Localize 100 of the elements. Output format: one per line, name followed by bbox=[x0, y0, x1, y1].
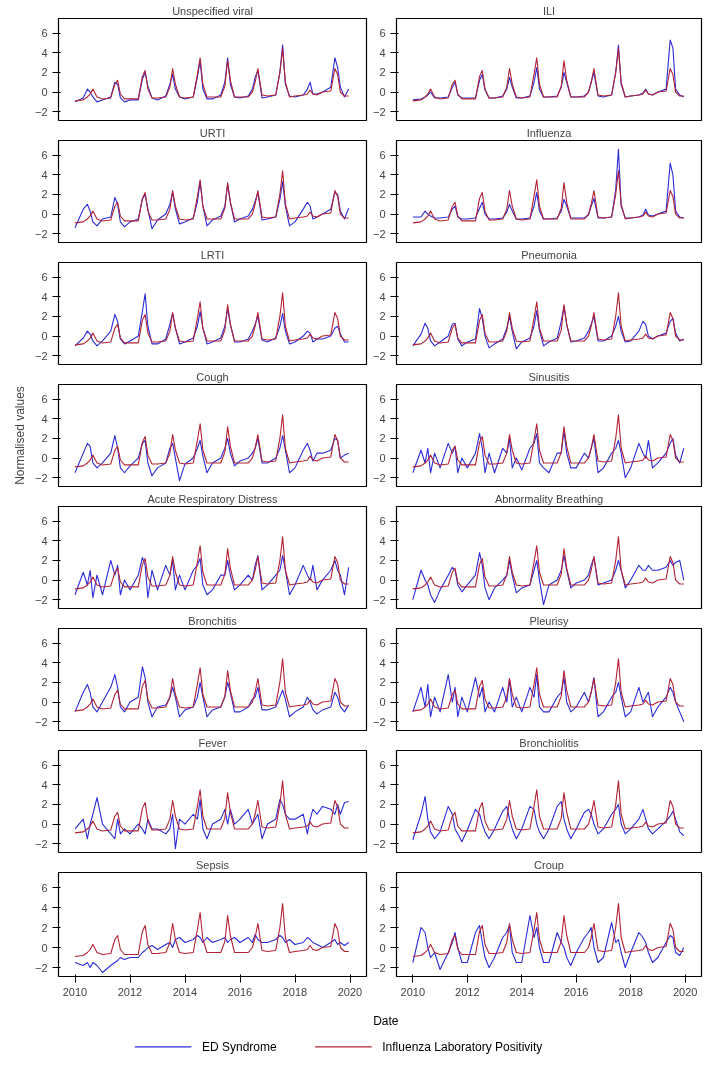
y-tick-label: 2 bbox=[379, 66, 386, 79]
line-series bbox=[74, 414, 350, 468]
y-tick-label: −2 bbox=[372, 715, 386, 728]
y-tick-label: 4 bbox=[379, 46, 386, 59]
chart-title: Bronchiolitis bbox=[519, 736, 580, 749]
y-tick-label: 6 bbox=[41, 393, 48, 406]
y-tick-label: 0 bbox=[41, 574, 48, 587]
line-series bbox=[412, 306, 685, 350]
chart-title: Pleurisy bbox=[529, 614, 570, 627]
y-axis-title: Normalised values bbox=[12, 386, 27, 485]
y-tick-label: 4 bbox=[379, 901, 386, 914]
y-tick-label: 4 bbox=[41, 656, 48, 669]
y-tick-label: 4 bbox=[41, 901, 48, 914]
y-tick-label: 6 bbox=[379, 637, 386, 650]
y-tick-label: 6 bbox=[41, 149, 48, 162]
y-tick-label: 6 bbox=[379, 27, 386, 40]
y-tick-label: 0 bbox=[379, 574, 386, 587]
line-series bbox=[412, 902, 685, 958]
y-tick-label: −2 bbox=[34, 105, 48, 118]
y-tick-label: 2 bbox=[379, 432, 386, 445]
y-tick-label: 6 bbox=[41, 27, 48, 40]
y-tick-label: −2 bbox=[372, 105, 386, 118]
y-tick-label: 0 bbox=[379, 941, 386, 954]
y-tick-label: 6 bbox=[41, 271, 48, 284]
y-tick-label: 2 bbox=[41, 921, 48, 934]
x-tick-label: 2012 bbox=[117, 985, 143, 998]
y-tick-label: 2 bbox=[41, 798, 48, 811]
chart-title: Sinusitis bbox=[528, 370, 570, 383]
chart-title: Abnormality Breathing bbox=[494, 492, 604, 505]
y-tick-label: 0 bbox=[379, 818, 386, 831]
y-tick-label: 4 bbox=[379, 534, 386, 547]
y-tick-label: 2 bbox=[41, 676, 48, 689]
y-tick-label: −2 bbox=[372, 593, 386, 606]
y-tick-label: 0 bbox=[41, 208, 48, 221]
legend-label: ED Syndrome bbox=[201, 1039, 278, 1054]
x-tick-label: 2016 bbox=[227, 985, 253, 998]
x-tick-label: 2020 bbox=[337, 985, 363, 998]
y-tick-label: 2 bbox=[379, 188, 386, 201]
y-tick-label: 6 bbox=[379, 759, 386, 772]
line-series bbox=[74, 780, 350, 834]
y-tick-label: −2 bbox=[34, 961, 48, 974]
chart-title: Croup bbox=[534, 858, 564, 871]
line-series bbox=[412, 914, 685, 971]
y-tick-label: 0 bbox=[379, 696, 386, 709]
y-tick-label: 0 bbox=[41, 330, 48, 343]
y-tick-label: 4 bbox=[41, 168, 48, 181]
x-axis-title: Date bbox=[373, 1013, 399, 1028]
chart-title: LRTI bbox=[200, 248, 225, 261]
line-series bbox=[412, 170, 685, 224]
line-series bbox=[74, 666, 350, 718]
x-tick-label: 2012 bbox=[455, 985, 480, 998]
y-tick-label: 0 bbox=[379, 452, 386, 465]
y-tick-label: 4 bbox=[379, 168, 386, 181]
y-tick-label: −2 bbox=[372, 227, 386, 240]
y-tick-label: 2 bbox=[379, 554, 386, 567]
y-tick-label: 2 bbox=[379, 798, 386, 811]
line-series bbox=[412, 552, 685, 606]
y-tick-label: 6 bbox=[41, 637, 48, 650]
x-tick-label: 2010 bbox=[62, 985, 88, 998]
y-tick-label: 4 bbox=[379, 412, 386, 425]
line-series bbox=[412, 536, 685, 590]
chart-title: Cough bbox=[196, 370, 229, 383]
y-tick-label: 2 bbox=[379, 676, 386, 689]
chart-title: Influenza bbox=[526, 126, 573, 139]
line-series bbox=[412, 430, 685, 479]
y-tick-label: 4 bbox=[379, 778, 386, 791]
x-tick-label: 2014 bbox=[172, 985, 198, 998]
y-tick-label: 0 bbox=[41, 86, 48, 99]
line-series bbox=[412, 796, 685, 843]
chart-title: Bronchitis bbox=[188, 614, 238, 627]
x-tick-label: 2020 bbox=[672, 985, 698, 998]
x-tick-label: 2018 bbox=[282, 985, 308, 998]
line-series bbox=[412, 658, 685, 712]
y-tick-label: 2 bbox=[379, 921, 386, 934]
y-tick-label: −2 bbox=[372, 471, 386, 484]
y-tick-label: −2 bbox=[34, 349, 48, 362]
chart-title: Unspecified viral bbox=[172, 4, 253, 17]
line-series bbox=[74, 554, 350, 599]
y-tick-label: −2 bbox=[34, 715, 48, 728]
y-tick-label: 0 bbox=[41, 452, 48, 465]
y-tick-label: 6 bbox=[379, 515, 386, 528]
y-tick-label: 6 bbox=[41, 515, 48, 528]
y-tick-label: 6 bbox=[379, 271, 386, 284]
y-tick-label: −2 bbox=[34, 593, 48, 606]
y-tick-label: 0 bbox=[41, 818, 48, 831]
y-tick-label: 4 bbox=[41, 46, 48, 59]
chart-title: URTI bbox=[199, 126, 226, 139]
line-series bbox=[412, 292, 685, 346]
line-series bbox=[74, 797, 350, 850]
chart-title: ILI bbox=[542, 4, 556, 17]
y-tick-label: 2 bbox=[379, 310, 386, 323]
y-tick-label: −2 bbox=[372, 349, 386, 362]
y-tick-label: 4 bbox=[41, 778, 48, 791]
y-tick-label: 6 bbox=[379, 881, 386, 894]
y-tick-label: 0 bbox=[379, 86, 386, 99]
y-tick-label: −2 bbox=[372, 961, 386, 974]
y-tick-label: 6 bbox=[41, 759, 48, 772]
y-tick-label: 0 bbox=[379, 330, 386, 343]
chart-title: Pneumonia bbox=[521, 248, 578, 261]
y-tick-label: 4 bbox=[379, 656, 386, 669]
